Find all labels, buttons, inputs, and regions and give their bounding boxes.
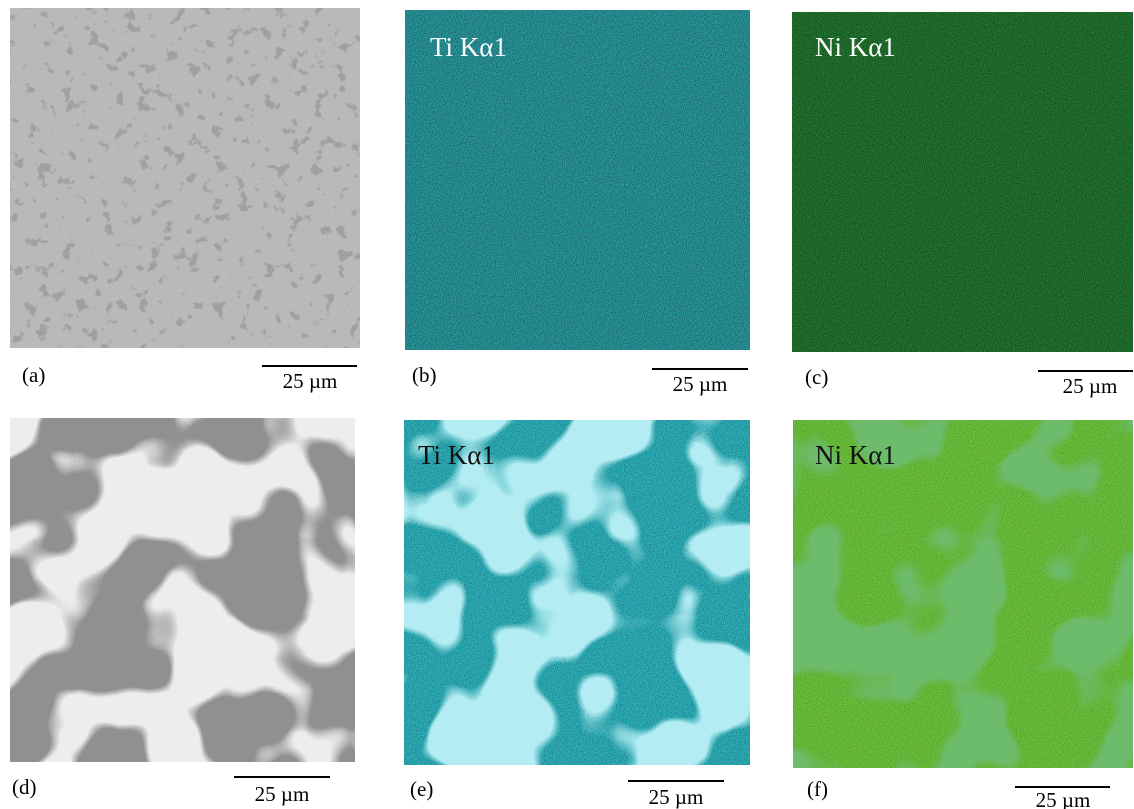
scale-text: 25 µm bbox=[649, 785, 704, 809]
micrograph-texture bbox=[10, 8, 360, 348]
element-label: Ti Kα1 bbox=[430, 32, 507, 62]
panel-e: Ti Kα1 (e) 25 µm bbox=[404, 420, 750, 809]
figure: (a) 25 µm Ti Kα1 (b) 25 µm Ni Kα1 (c) 25… bbox=[0, 0, 1134, 809]
panel-label: (f) bbox=[807, 777, 828, 801]
panel-f: Ni Kα1 (f) 25 µm bbox=[793, 420, 1133, 809]
eds-noise bbox=[792, 12, 1133, 352]
panel-b: Ti Kα1 (b) 25 µm bbox=[405, 10, 750, 396]
panel-label: (b) bbox=[412, 363, 437, 387]
micrograph-grains bbox=[10, 418, 355, 762]
eds-regions bbox=[404, 420, 750, 765]
panel-label: (e) bbox=[410, 777, 433, 801]
panel-label: (c) bbox=[805, 365, 828, 389]
scale-text: 25 µm bbox=[283, 369, 338, 393]
panel-a: (a) 25 µm bbox=[10, 8, 360, 393]
scale-text: 25 µm bbox=[673, 372, 728, 396]
panel-d: (d) 25 µm bbox=[10, 418, 355, 806]
element-label: Ni Kα1 bbox=[815, 440, 896, 470]
element-label: Ni Kα1 bbox=[815, 32, 896, 62]
element-label: Ti Kα1 bbox=[418, 440, 495, 470]
scale-text: 25 µm bbox=[255, 782, 310, 806]
panel-c: Ni Kα1 (c) 25 µm bbox=[792, 12, 1133, 398]
scale-text: 25 µm bbox=[1063, 374, 1118, 398]
panel-label: (a) bbox=[22, 363, 45, 387]
eds-regions bbox=[793, 420, 1133, 768]
scale-text: 25 µm bbox=[1036, 788, 1091, 809]
panel-label: (d) bbox=[12, 775, 37, 799]
